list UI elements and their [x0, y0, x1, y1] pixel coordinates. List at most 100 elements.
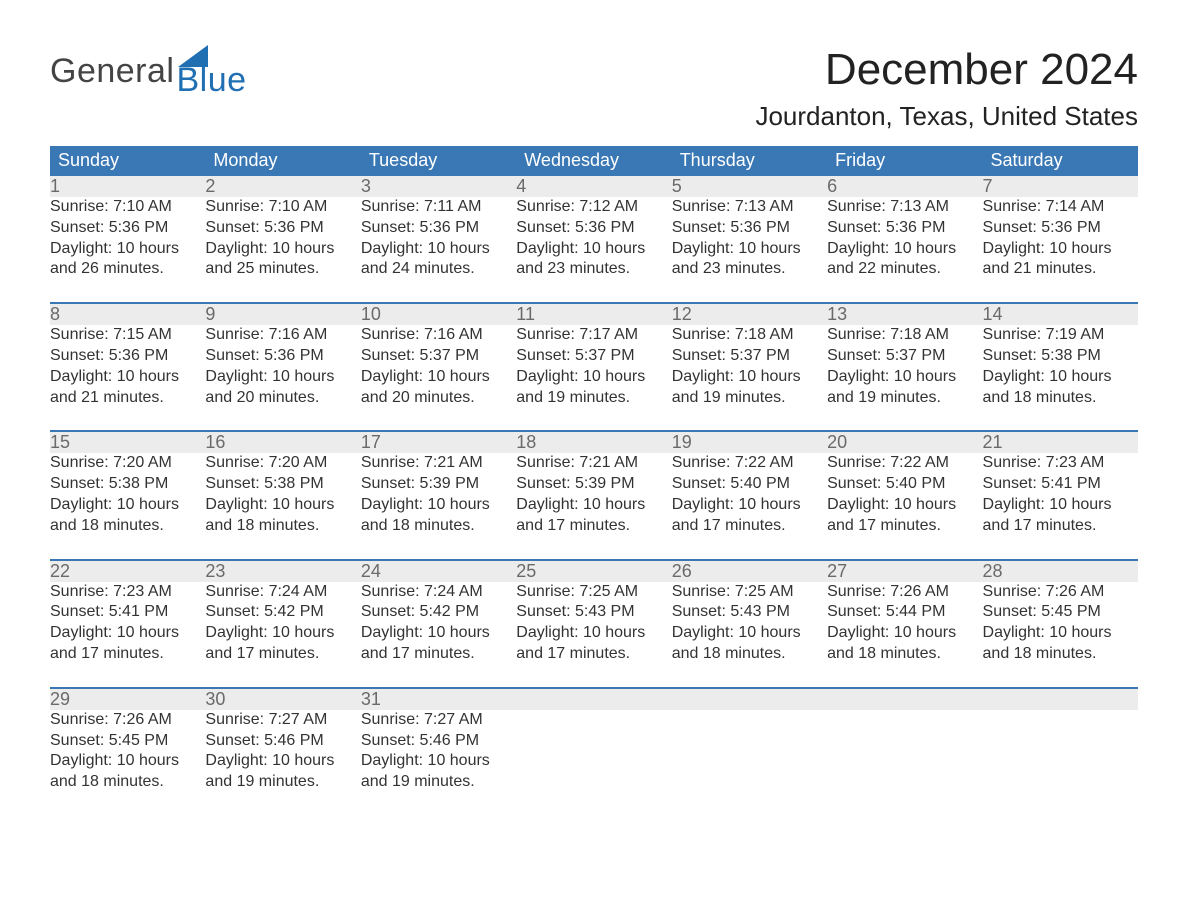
day-number: 20 — [827, 431, 982, 453]
daylight-text-line2: and 21 minutes. — [50, 388, 205, 409]
weekday-header: Saturday — [983, 146, 1138, 176]
sunrise-text: Sunrise: 7:13 AM — [672, 197, 827, 218]
day-cell: Sunrise: 7:20 AMSunset: 5:38 PMDaylight:… — [50, 453, 205, 536]
daylight-text-line2: and 18 minutes. — [983, 388, 1138, 409]
day-number: 30 — [205, 688, 360, 710]
day-number: 29 — [50, 688, 205, 710]
day-cell: Sunrise: 7:26 AMSunset: 5:45 PMDaylight:… — [983, 582, 1138, 665]
daylight-text-line1: Daylight: 10 hours — [983, 239, 1138, 260]
daylight-text-line2: and 18 minutes. — [205, 516, 360, 537]
sunrise-text: Sunrise: 7:24 AM — [205, 582, 360, 603]
sunrise-text: Sunrise: 7:26 AM — [827, 582, 982, 603]
calendar-table: Sunday Monday Tuesday Wednesday Thursday… — [50, 146, 1138, 793]
sunrise-text: Sunrise: 7:11 AM — [361, 197, 516, 218]
sunrise-text: Sunrise: 7:23 AM — [983, 453, 1138, 474]
day-cell: Sunrise: 7:24 AMSunset: 5:42 PMDaylight:… — [361, 582, 516, 665]
day-cell: Sunrise: 7:22 AMSunset: 5:40 PMDaylight:… — [827, 453, 982, 536]
empty-cell — [516, 710, 671, 793]
daylight-text-line1: Daylight: 10 hours — [983, 367, 1138, 388]
daylight-text-line2: and 18 minutes. — [50, 516, 205, 537]
sunrise-text: Sunrise: 7:22 AM — [672, 453, 827, 474]
day-number: 24 — [361, 560, 516, 582]
daylight-text-line1: Daylight: 10 hours — [361, 623, 516, 644]
daylight-text-line1: Daylight: 10 hours — [50, 751, 205, 772]
sunset-text: Sunset: 5:36 PM — [827, 218, 982, 239]
day-number: 9 — [205, 303, 360, 325]
daylight-text-line2: and 25 minutes. — [205, 259, 360, 280]
weekday-header: Sunday — [50, 146, 205, 176]
daylight-text-line2: and 17 minutes. — [516, 644, 671, 665]
day-cell: Sunrise: 7:20 AMSunset: 5:38 PMDaylight:… — [205, 453, 360, 536]
day-number: 15 — [50, 431, 205, 453]
sunrise-text: Sunrise: 7:26 AM — [983, 582, 1138, 603]
daylight-text-line1: Daylight: 10 hours — [50, 239, 205, 260]
sunset-text: Sunset: 5:36 PM — [205, 346, 360, 367]
sunrise-text: Sunrise: 7:27 AM — [205, 710, 360, 731]
daylight-text-line1: Daylight: 10 hours — [672, 623, 827, 644]
daylight-text-line2: and 18 minutes. — [50, 772, 205, 793]
weekday-header: Tuesday — [361, 146, 516, 176]
page-title: December 2024 — [755, 45, 1138, 95]
sunrise-text: Sunrise: 7:18 AM — [827, 325, 982, 346]
sunrise-text: Sunrise: 7:18 AM — [672, 325, 827, 346]
sunrise-text: Sunrise: 7:12 AM — [516, 197, 671, 218]
sunset-text: Sunset: 5:46 PM — [361, 731, 516, 752]
daylight-text-line2: and 17 minutes. — [516, 516, 671, 537]
day-cell: Sunrise: 7:18 AMSunset: 5:37 PMDaylight:… — [672, 325, 827, 408]
day-cell: Sunrise: 7:12 AMSunset: 5:36 PMDaylight:… — [516, 197, 671, 280]
weekday-header: Monday — [205, 146, 360, 176]
daylight-text-line1: Daylight: 10 hours — [361, 751, 516, 772]
empty-cell — [983, 710, 1138, 793]
day-number: 26 — [672, 560, 827, 582]
sunset-text: Sunset: 5:36 PM — [50, 346, 205, 367]
day-cell: Sunrise: 7:17 AMSunset: 5:37 PMDaylight:… — [516, 325, 671, 408]
daylight-text-line2: and 23 minutes. — [672, 259, 827, 280]
day-cell: Sunrise: 7:23 AMSunset: 5:41 PMDaylight:… — [983, 453, 1138, 536]
daylight-text-line1: Daylight: 10 hours — [50, 367, 205, 388]
sunrise-text: Sunrise: 7:14 AM — [983, 197, 1138, 218]
calendar-data-row: Sunrise: 7:10 AMSunset: 5:36 PMDaylight:… — [50, 197, 1138, 280]
empty-cell — [983, 688, 1138, 710]
daylight-text-line1: Daylight: 10 hours — [205, 623, 360, 644]
sunrise-text: Sunrise: 7:20 AM — [205, 453, 360, 474]
daylight-text-line2: and 17 minutes. — [672, 516, 827, 537]
sunrise-text: Sunrise: 7:10 AM — [50, 197, 205, 218]
calendar-data-row: Sunrise: 7:26 AMSunset: 5:45 PMDaylight:… — [50, 710, 1138, 793]
day-number: 6 — [827, 176, 982, 197]
day-number: 4 — [516, 176, 671, 197]
sunset-text: Sunset: 5:44 PM — [827, 602, 982, 623]
empty-cell — [827, 688, 982, 710]
sunrise-text: Sunrise: 7:23 AM — [50, 582, 205, 603]
week-spacer — [50, 280, 1138, 303]
day-number: 12 — [672, 303, 827, 325]
day-number: 13 — [827, 303, 982, 325]
daylight-text-line2: and 19 minutes. — [827, 388, 982, 409]
daylight-text-line2: and 19 minutes. — [361, 772, 516, 793]
sunrise-text: Sunrise: 7:16 AM — [361, 325, 516, 346]
sunset-text: Sunset: 5:36 PM — [205, 218, 360, 239]
daylight-text-line2: and 22 minutes. — [827, 259, 982, 280]
daylight-text-line2: and 21 minutes. — [983, 259, 1138, 280]
calendar-data-row: Sunrise: 7:23 AMSunset: 5:41 PMDaylight:… — [50, 582, 1138, 665]
daylight-text-line1: Daylight: 10 hours — [50, 623, 205, 644]
day-number: 14 — [983, 303, 1138, 325]
day-number: 19 — [672, 431, 827, 453]
sunrise-text: Sunrise: 7:21 AM — [361, 453, 516, 474]
logo: General Blue — [50, 45, 247, 97]
sunset-text: Sunset: 5:36 PM — [983, 218, 1138, 239]
logo-blue-wrap: Blue — [176, 45, 246, 97]
daylight-text-line2: and 17 minutes. — [827, 516, 982, 537]
day-number: 16 — [205, 431, 360, 453]
day-cell: Sunrise: 7:23 AMSunset: 5:41 PMDaylight:… — [50, 582, 205, 665]
calendar-daynum-row: 1234567 — [50, 176, 1138, 197]
day-number: 7 — [983, 176, 1138, 197]
daylight-text-line1: Daylight: 10 hours — [672, 495, 827, 516]
sunset-text: Sunset: 5:38 PM — [983, 346, 1138, 367]
daylight-text-line1: Daylight: 10 hours — [983, 623, 1138, 644]
sunset-text: Sunset: 5:38 PM — [205, 474, 360, 495]
title-block: December 2024 Jourdanton, Texas, United … — [755, 45, 1138, 146]
calendar-daynum-row: 15161718192021 — [50, 431, 1138, 453]
sunset-text: Sunset: 5:46 PM — [205, 731, 360, 752]
sunset-text: Sunset: 5:37 PM — [827, 346, 982, 367]
calendar-data-row: Sunrise: 7:15 AMSunset: 5:36 PMDaylight:… — [50, 325, 1138, 408]
